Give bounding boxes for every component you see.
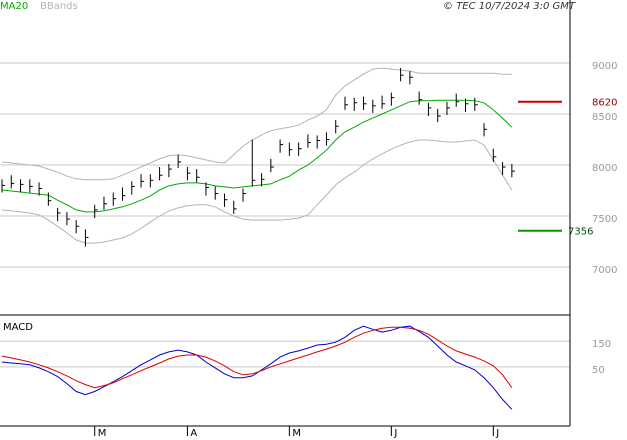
panel-title: MACD — [3, 322, 33, 333]
x-tick-label: A — [190, 428, 197, 439]
y-tick-label: 7000 — [592, 265, 617, 276]
x-tick-label: J — [393, 428, 397, 439]
y-tick-label: 7500 — [592, 214, 617, 225]
y-tick-label: 8500 — [592, 112, 617, 123]
y-tick-label: 50 — [592, 365, 605, 376]
y-tick-label: 8000 — [592, 163, 617, 174]
bollinger-band — [1, 67, 512, 181]
x-tick-label: M — [98, 428, 107, 439]
macd-line — [1, 326, 513, 389]
price-level-label: 7356 — [568, 227, 593, 238]
price-level-label: 8620 — [592, 98, 617, 109]
x-tick-label: J — [495, 428, 499, 439]
legend-entry: BBands — [40, 1, 78, 12]
macd-line — [1, 325, 513, 410]
source: © TEC 10/7/2024 3:0 GMT — [443, 1, 576, 12]
bollinger-band — [1, 139, 513, 244]
y-tick-label: 150 — [592, 339, 611, 350]
legend-entry: MA20 — [0, 1, 28, 12]
moving-average — [1, 99, 513, 213]
x-tick-label: M — [292, 428, 301, 439]
y-tick-label: 9000 — [592, 61, 617, 72]
